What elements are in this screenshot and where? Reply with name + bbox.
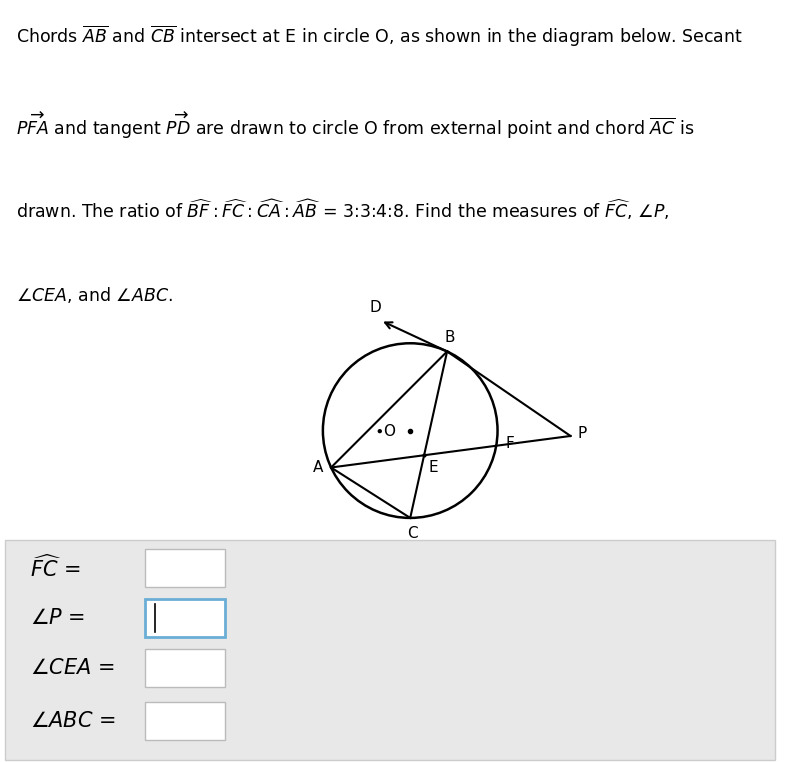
Text: $\angle ABC$ =: $\angle ABC$ = bbox=[30, 711, 116, 731]
Text: $\angle CEA$, and $\angle ABC$.: $\angle CEA$, and $\angle ABC$. bbox=[16, 284, 173, 305]
Text: E: E bbox=[429, 459, 438, 475]
Text: F: F bbox=[506, 436, 514, 451]
Text: drawn. The ratio of $\widehat{BF}:\widehat{FC}:\widehat{CA}:\widehat{AB}$ = 3:3:: drawn. The ratio of $\widehat{BF}:\wideh… bbox=[16, 197, 670, 223]
Bar bbox=[145, 599, 225, 637]
Text: Chords $\overline{AB}$ and $\overline{CB}$ intersect at E in circle O, as shown : Chords $\overline{AB}$ and $\overline{CB… bbox=[16, 24, 743, 50]
Text: A: A bbox=[313, 460, 323, 475]
Bar bbox=[145, 649, 225, 687]
Text: $\bullet$O: $\bullet$O bbox=[374, 423, 397, 439]
Bar bbox=[145, 549, 225, 588]
Bar bbox=[145, 702, 225, 740]
Text: P: P bbox=[578, 426, 586, 441]
Text: $\angle P$ =: $\angle P$ = bbox=[30, 608, 86, 628]
Text: $\overrightarrow{PFA}$ and tangent $\overrightarrow{PD}$ are drawn to circle O f: $\overrightarrow{PFA}$ and tangent $\ove… bbox=[16, 110, 694, 141]
Text: $\angle CEA$ =: $\angle CEA$ = bbox=[30, 658, 114, 678]
Text: B: B bbox=[444, 329, 454, 344]
Text: C: C bbox=[407, 526, 418, 541]
Text: $\widehat{FC}$ =: $\widehat{FC}$ = bbox=[30, 555, 81, 581]
Text: D: D bbox=[370, 299, 382, 315]
